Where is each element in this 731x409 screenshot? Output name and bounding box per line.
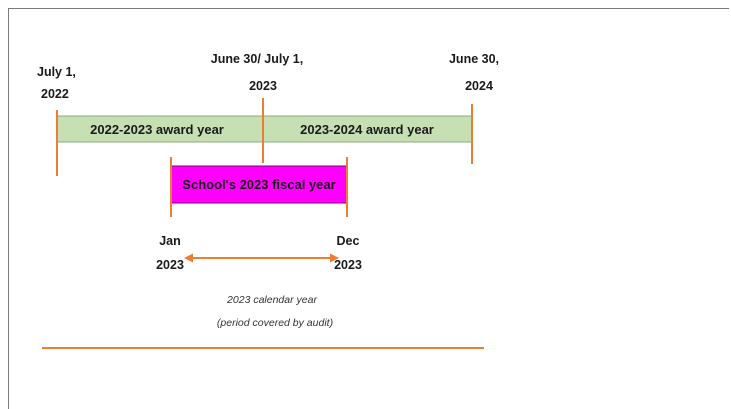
marker-end-line2: 2024 [465, 79, 493, 93]
calendar-end-line2: 2023 [334, 258, 362, 272]
calendar-end-line1: Dec [337, 234, 360, 248]
double-headed-arrow-icon [184, 253, 339, 263]
calendar-start-line1: Jan [159, 234, 181, 248]
award-year-first-label: 2022-2023 award year [90, 122, 224, 137]
award-year-second-label: 2023-2024 award year [300, 122, 434, 137]
marker-start-line2: 2022 [41, 87, 69, 101]
diagram-frame [8, 8, 729, 409]
marker-end-line1: June 30, [449, 52, 499, 66]
marker-middle-line2: 2023 [249, 79, 277, 93]
marker-middle-line1: June 30/ July 1, [211, 52, 303, 66]
calendar-caption-line1: 2023 calendar year [226, 294, 317, 306]
award-year-bar [56, 115, 473, 143]
calendar-caption-line2: (period covered by audit) [217, 317, 333, 329]
fiscal-year-label: School's 2023 fiscal year [182, 177, 335, 192]
calendar-start-line2: 2023 [156, 258, 184, 272]
marker-start-line1: July 1, [37, 65, 76, 79]
